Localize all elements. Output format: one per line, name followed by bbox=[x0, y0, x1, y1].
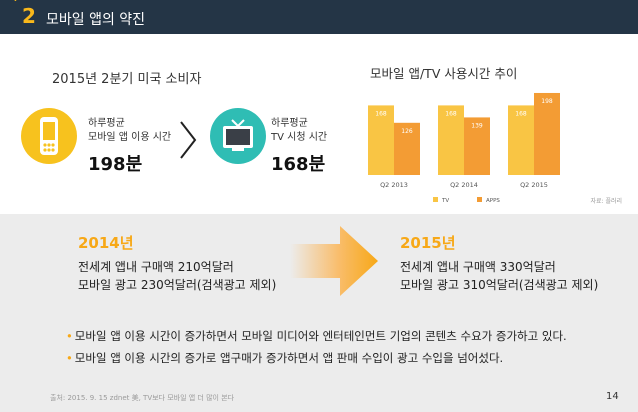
header-tick-mark: ` bbox=[12, 0, 19, 14]
bullet-text: 모바일 앱 이용 시간의 증가로 앱구매가 증가하면서 앱 판매 수입이 광고 … bbox=[74, 351, 504, 365]
chart-bar-value-label: 168 bbox=[375, 110, 387, 117]
consumer-stats-title: 2015년 2분기 미국 소비자 bbox=[52, 72, 202, 87]
chart-bar bbox=[534, 92, 560, 175]
chart-category-label: Q2 2015 bbox=[520, 181, 548, 189]
chart-category-label: Q2 2014 bbox=[450, 181, 478, 189]
chart-bar-value-label: 168 bbox=[515, 110, 527, 117]
chart-bar-value-label: 139 bbox=[471, 122, 483, 129]
chart-legend-swatch bbox=[477, 197, 482, 202]
header-bar: ` 2 모바일 앱의 약진 bbox=[0, 0, 638, 34]
bullet-item: • 모바일 앱 이용 시간의 증가로 앱구매가 증가하면서 앱 판매 수입이 광고… bbox=[66, 350, 503, 366]
chart-bar-value-label: 198 bbox=[541, 98, 553, 105]
chart-legend-label: TV bbox=[441, 198, 449, 204]
chart-bar bbox=[438, 105, 464, 175]
growth-arrow bbox=[290, 226, 378, 296]
year-2014-line1: 전세계 앱내 구매액 210억달러 bbox=[78, 260, 234, 274]
chart-bar bbox=[508, 105, 534, 175]
bullet-dot-icon: • bbox=[66, 329, 73, 343]
year-2014-line2: 모바일 광고 230억달러(검색광고 제외) bbox=[78, 278, 277, 292]
year-2015-line1: 전세계 앱내 구매액 330억달러 bbox=[400, 260, 556, 274]
chart-bar-value-label: 126 bbox=[401, 128, 413, 135]
tv-stat-value: 168분 bbox=[271, 154, 326, 175]
chart-bar bbox=[464, 117, 490, 175]
section-number: 2 bbox=[22, 4, 36, 28]
year-2015-heading: 2015년 bbox=[400, 234, 456, 252]
chart-bar bbox=[394, 122, 420, 175]
section-title: 모바일 앱의 약진 bbox=[46, 12, 146, 28]
chart-legend-swatch bbox=[433, 197, 438, 202]
mobile-stat-label: 하루평균 모바일 앱 이용 시간 bbox=[88, 117, 171, 145]
bullet-dot-icon: • bbox=[66, 351, 73, 365]
chart-category-label: Q2 2013 bbox=[380, 181, 408, 189]
mobile-label-line1: 하루평균 bbox=[88, 118, 125, 129]
chevron-right-icon bbox=[180, 121, 197, 159]
tv-stat-label: 하루평균 TV 시청 시간 bbox=[271, 117, 327, 145]
chart-source-note: 자료: 플러리 bbox=[590, 197, 622, 205]
tv-icon bbox=[210, 108, 266, 164]
chart-bar-value-label: 168 bbox=[445, 110, 457, 117]
tv-label-line2: TV 시청 시간 bbox=[271, 132, 328, 143]
year-2015-line2: 모바일 광고 310억달러(검색광고 제외) bbox=[400, 278, 599, 292]
chart-legend-label: APPS bbox=[486, 198, 500, 204]
page-number: 14 bbox=[606, 391, 619, 402]
usage-trend-chart: 모바일 앱/TV 사용시간 추이 168 126 Q2 2013 168 139 Q2 20… bbox=[368, 66, 622, 205]
mobile-phone-icon bbox=[21, 108, 77, 164]
year-2014-heading: 2014년 bbox=[78, 234, 134, 252]
chart-title: 모바일 앱/TV 사용시간 추이 bbox=[370, 66, 517, 81]
mobile-stat-value: 198분 bbox=[88, 154, 143, 175]
mobile-label-line2: 모바일 앱 이용 시간 bbox=[88, 132, 172, 143]
chart-bar bbox=[368, 105, 394, 175]
bullet-item: • 모바일 앱 이용 시간이 증가하면서 모바일 미디어와 엔터테인먼트 기업의 … bbox=[66, 328, 567, 344]
bullet-text: 모바일 앱 이용 시간이 증가하면서 모바일 미디어와 엔터테인먼트 기업의 콘… bbox=[74, 329, 567, 343]
tv-label-line1: 하루평균 bbox=[271, 118, 308, 129]
footer-source: 출처: 2015. 9. 15 zdnet 美, TV보다 모바일 앱 더 많이… bbox=[50, 394, 235, 402]
